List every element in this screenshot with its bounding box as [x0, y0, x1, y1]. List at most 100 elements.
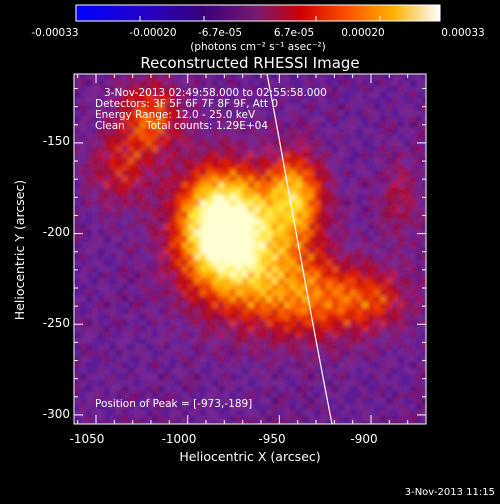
heatmap-cell [338, 92, 345, 99]
heatmap-cell [392, 284, 399, 291]
heatmap-cell [176, 266, 183, 273]
heatmap-cell [224, 176, 231, 183]
heatmap-cell [266, 332, 273, 339]
heatmap-cell [350, 350, 357, 357]
heatmap-cell [140, 200, 147, 207]
heatmap-cell [398, 374, 405, 381]
heatmap-cell [404, 98, 411, 105]
heatmap-cell [296, 332, 303, 339]
heatmap-cell [92, 272, 99, 279]
heatmap-cell [290, 158, 297, 165]
heatmap-cell [146, 296, 153, 303]
heatmap-cell [386, 128, 393, 135]
heatmap-cell [308, 404, 315, 411]
heatmap-cell [278, 410, 285, 417]
energy-range-text: Energy Range: 12.0 - 25.0 keV [95, 109, 256, 121]
heatmap-cell [332, 272, 339, 279]
heatmap-cell [206, 146, 213, 153]
heatmap-cell [212, 410, 219, 417]
heatmap-cell [86, 236, 93, 243]
heatmap-cell [146, 326, 153, 333]
heatmap-cell [218, 170, 225, 177]
heatmap-cell [320, 140, 327, 147]
heatmap-cell [104, 248, 111, 255]
heatmap-cell [344, 356, 351, 363]
heatmap-cell [170, 140, 177, 147]
heatmap-cell [104, 386, 111, 393]
heatmap-cell [176, 248, 183, 255]
heatmap-cell [338, 224, 345, 231]
heatmap-cell [248, 260, 255, 267]
heatmap-cell [260, 380, 267, 387]
heatmap-cell [398, 104, 405, 111]
heatmap-cell [194, 314, 201, 321]
heatmap-cell [116, 410, 123, 417]
heatmap-cell [242, 128, 249, 135]
heatmap-cell [344, 98, 351, 105]
heatmap-cell [374, 272, 381, 279]
heatmap-cell [266, 410, 273, 417]
heatmap-cell [326, 410, 333, 417]
heatmap-cell [92, 104, 99, 111]
heatmap-cell [392, 350, 399, 357]
heatmap-cell [176, 158, 183, 165]
heatmap-cell [152, 326, 159, 333]
heatmap-cell [350, 272, 357, 279]
heatmap-cell [242, 230, 249, 237]
heatmap-cell [356, 104, 363, 111]
heatmap-cell [146, 128, 153, 135]
heatmap-cell [134, 230, 141, 237]
heatmap-cell [374, 116, 381, 123]
heatmap-cell [146, 290, 153, 297]
heatmap-cell [236, 86, 243, 93]
heatmap-cell [86, 266, 93, 273]
heatmap-cell [302, 116, 309, 123]
heatmap-cell [236, 272, 243, 279]
heatmap-cell [338, 134, 345, 141]
heatmap-cell [332, 308, 339, 315]
heatmap-cell [284, 374, 291, 381]
heatmap-cell [164, 350, 171, 357]
heatmap-cell [392, 188, 399, 195]
heatmap-cell [272, 356, 279, 363]
heatmap-cell [98, 134, 105, 141]
heatmap-cell [344, 140, 351, 147]
heatmap-cell [206, 404, 213, 411]
heatmap-cell [212, 164, 219, 171]
heatmap-cell [98, 422, 105, 424]
heatmap-cell [410, 110, 417, 117]
heatmap-cell [194, 110, 201, 117]
heatmap-cell [236, 410, 243, 417]
heatmap-cell [194, 332, 201, 339]
heatmap-cell [110, 176, 117, 183]
heatmap-cell [92, 284, 99, 291]
heatmap-cell [302, 314, 309, 321]
heatmap-cell [350, 254, 357, 261]
heatmap-cell [230, 218, 237, 225]
heatmap-cell [134, 236, 141, 243]
heatmap-cell [404, 86, 411, 93]
heatmap-cell [128, 254, 135, 261]
clean-text: Clean [95, 120, 125, 132]
heatmap-cell [134, 332, 141, 339]
heatmap-cell [206, 380, 213, 387]
heatmap-cell [254, 272, 261, 279]
heatmap-cell [86, 260, 93, 267]
heatmap-cell [218, 326, 225, 333]
heatmap-cell [296, 170, 303, 177]
heatmap-cell [404, 338, 411, 345]
heatmap-cell [290, 332, 297, 339]
heatmap-cell [308, 290, 315, 297]
heatmap-cell [344, 326, 351, 333]
heatmap-cell [110, 302, 117, 309]
heatmap-cell [98, 374, 105, 381]
heatmap-cell [272, 188, 279, 195]
heatmap-cell [404, 356, 411, 363]
heatmap-cell [272, 284, 279, 291]
heatmap-cell [200, 404, 207, 411]
heatmap-cell [356, 170, 363, 177]
heatmap-cell [398, 128, 405, 135]
heatmap-cell [254, 392, 261, 399]
heatmap-cell [194, 140, 201, 147]
heatmap-cell [140, 302, 147, 309]
